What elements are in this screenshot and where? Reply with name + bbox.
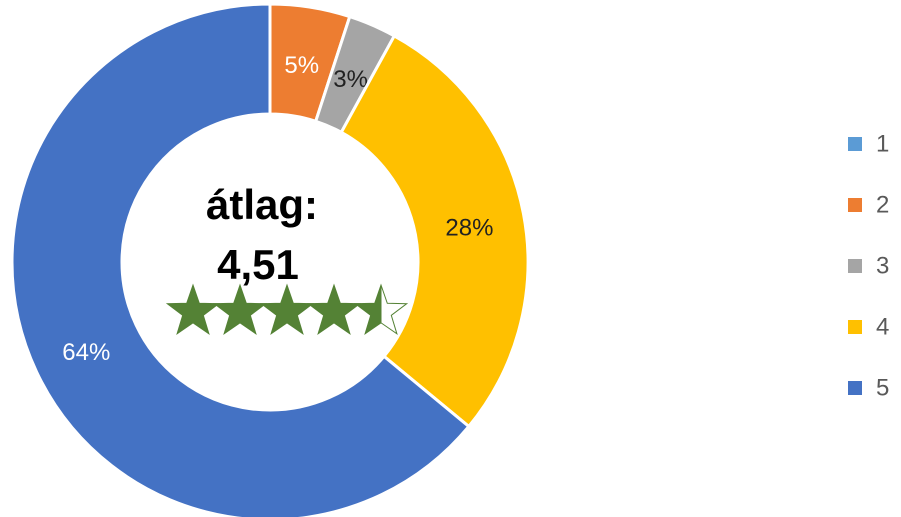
legend-swatch bbox=[848, 381, 862, 395]
legend-label: 4 bbox=[876, 313, 889, 340]
star bbox=[214, 285, 266, 334]
legend-label: 5 bbox=[876, 374, 889, 401]
slice bbox=[339, 33, 530, 429]
star bbox=[261, 285, 313, 334]
legend-swatch bbox=[848, 320, 862, 334]
data-label: 28% bbox=[445, 214, 493, 241]
slice bbox=[10, 2, 471, 517]
legend-label: 3 bbox=[876, 252, 889, 279]
average-label: 4,51 bbox=[217, 241, 299, 288]
legend-swatch bbox=[848, 259, 862, 273]
star bbox=[167, 285, 219, 334]
star-rating bbox=[165, 283, 409, 336]
legend-swatch bbox=[848, 137, 862, 151]
star bbox=[355, 285, 382, 334]
legend-swatch bbox=[848, 198, 862, 212]
data-label: 5% bbox=[284, 52, 319, 79]
center-title: átlag: bbox=[206, 181, 318, 228]
data-label: 64% bbox=[62, 339, 110, 366]
star bbox=[308, 285, 360, 334]
legend-label: 1 bbox=[876, 130, 889, 157]
legend-label: 2 bbox=[876, 191, 889, 218]
data-label: 3% bbox=[333, 66, 368, 93]
